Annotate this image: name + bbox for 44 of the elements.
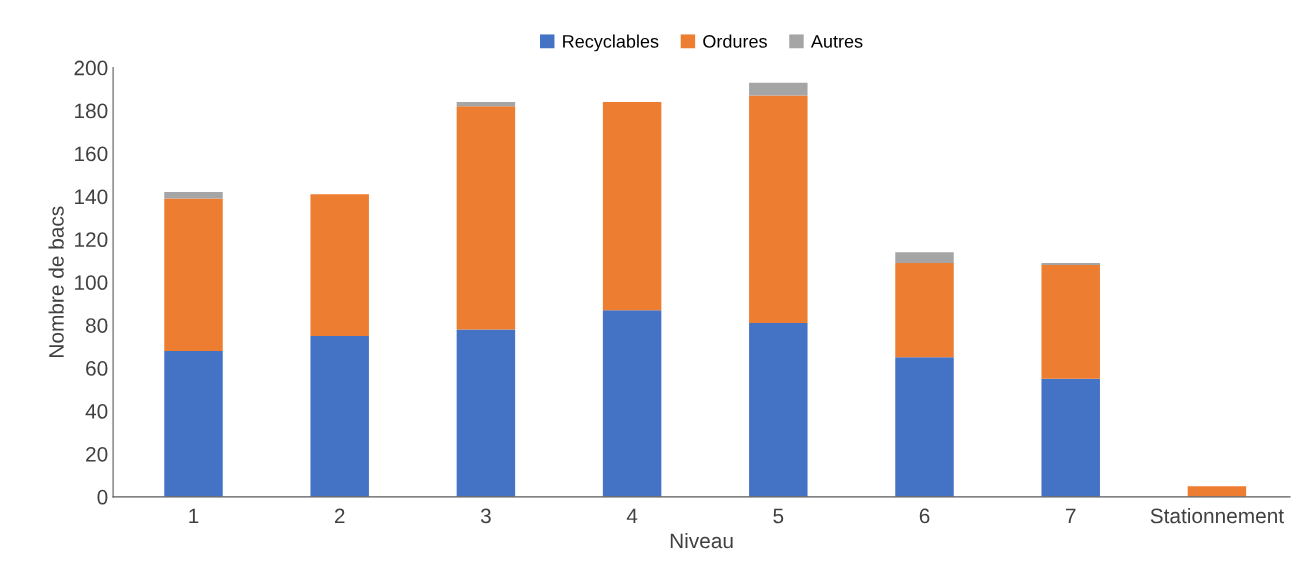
bar [1187, 486, 1247, 497]
bar [895, 357, 954, 497]
y-tick-label: 40 [85, 404, 108, 419]
y-tick-label: 80 [85, 318, 108, 333]
y-tick-label: 160 [75, 146, 108, 162]
y-tick-label: 0 [97, 489, 108, 505]
bar [749, 323, 808, 497]
x-tick-label: Stationnement [1150, 507, 1284, 524]
bar [749, 95, 808, 324]
bar [895, 262, 954, 358]
y-tick-label: 60 [86, 361, 108, 376]
bar [602, 101, 662, 311]
y-tick-label: 20 [86, 446, 108, 462]
x-tick-label: 6 [919, 508, 930, 524]
bar [456, 106, 516, 330]
bar [456, 101, 516, 107]
x-tick-label: 1 [189, 508, 199, 524]
bar [456, 329, 516, 497]
legend-label: Autres [810, 35, 863, 48]
bar [602, 310, 662, 497]
y-tick-label: 120 [75, 232, 108, 248]
legend-label: Ordures [703, 34, 767, 48]
x-tick-label: 2 [334, 508, 345, 524]
y-tick-label: 200 [74, 60, 108, 76]
y-tick-label: 180 [75, 103, 108, 119]
x-tick-label: 5 [773, 508, 784, 524]
bar [1041, 262, 1100, 266]
bar [310, 335, 369, 497]
bar [895, 252, 954, 263]
y-tick-label: 100 [75, 275, 108, 290]
y-axis-title: Nombre de bacs [48, 206, 64, 357]
y-tick-label: 140 [75, 189, 108, 205]
x-axis-title: Niveau [670, 532, 733, 549]
x-tick-label: 4 [626, 508, 638, 524]
bar [164, 198, 223, 351]
bar [749, 82, 808, 96]
legend-label: Recyclables [563, 34, 659, 52]
bar [310, 194, 369, 336]
bar [164, 192, 223, 199]
x-tick-label: 3 [480, 508, 491, 524]
bar [1041, 378, 1100, 497]
x-tick-label: 7 [1065, 508, 1076, 524]
bar [1041, 265, 1100, 379]
bar [164, 350, 223, 497]
